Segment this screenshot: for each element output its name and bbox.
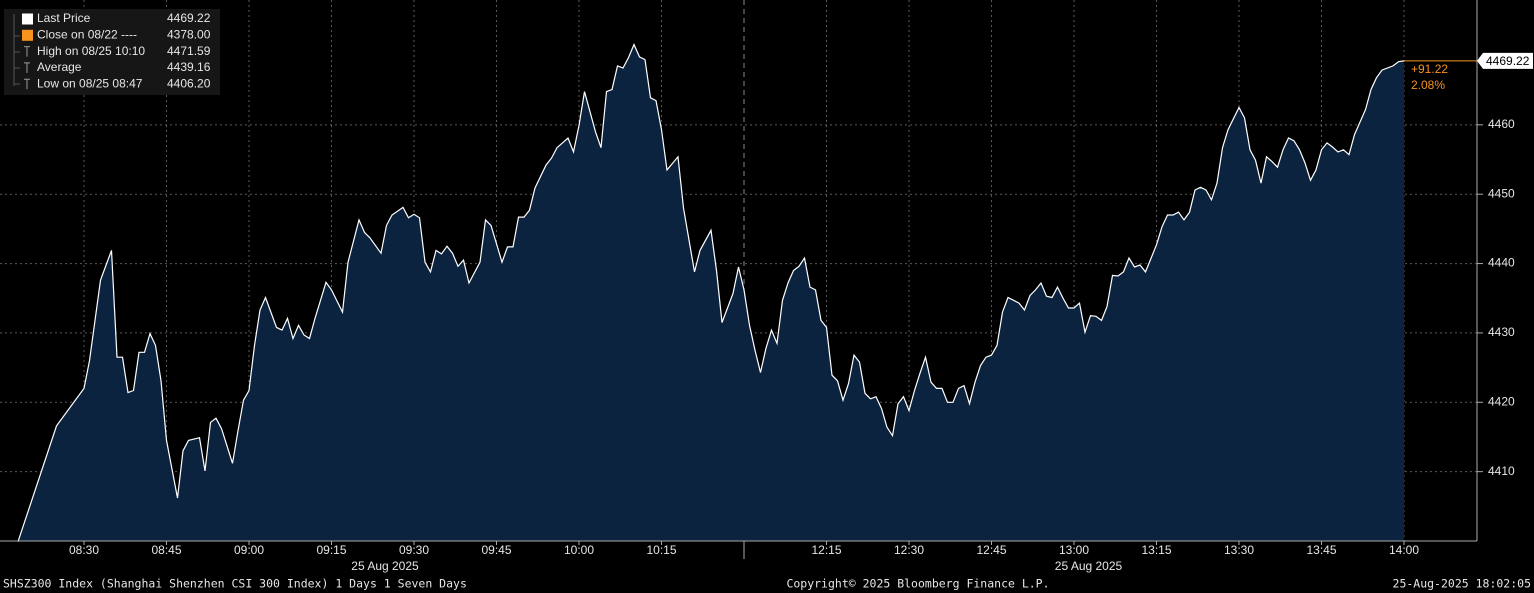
x-tick-label: 10:00 <box>564 543 594 557</box>
legend-swatch <box>22 29 33 41</box>
x-tick-label: 13:30 <box>1224 543 1254 557</box>
footer-left: SHSZ300 Index (Shanghai Shenzhen CSI 300… <box>3 577 467 591</box>
x-tick-label: 08:45 <box>151 543 181 557</box>
legend: Last Price 4469.22 Close on 08/22 ---- 4378… <box>4 9 220 95</box>
x-tick-label: 08:30 <box>69 543 99 557</box>
x-tick-label: 13:00 <box>1059 543 1089 557</box>
legend-label: Average <box>37 60 82 74</box>
legend-label: Last Price <box>37 11 91 25</box>
change-label: +91.22 <box>1411 62 1448 76</box>
legend-swatch <box>22 13 33 25</box>
plot <box>17 42 1477 542</box>
x-tick-label: 09:15 <box>316 543 346 557</box>
last-price-tag <box>1477 52 1533 69</box>
y-tick-label: 4430 <box>1488 325 1515 339</box>
legend-tree <box>13 14 20 86</box>
price-line <box>17 42 1405 542</box>
area-fill <box>18 44 1404 542</box>
x-tick-label: 09:45 <box>481 543 511 557</box>
legend-box <box>4 9 220 95</box>
x-tick-label: 13:45 <box>1306 543 1336 557</box>
legend-label: Close on 08/22 ---- <box>37 27 137 41</box>
legend-value: 4471.59 <box>167 44 211 58</box>
x-tick-label: 09:30 <box>399 543 429 557</box>
x-tick-label: 14:00 <box>1389 543 1419 557</box>
x-tick-label: 12:45 <box>976 543 1006 557</box>
y-tick-label: 4410 <box>1488 464 1515 478</box>
date-label: 25 Aug 2025 <box>351 559 419 573</box>
footer-center: Copyright© 2025 Bloomberg Finance L.P. <box>786 577 1049 591</box>
y-tick-label: 4420 <box>1488 394 1515 408</box>
legend-value: 4378.00 <box>167 27 211 41</box>
x-tick-label: 09:00 <box>234 543 264 557</box>
footer-right: 25-Aug-2025 18:02:05 <box>1393 577 1531 591</box>
axes: 4410 4420 4430 4440 4450 4460 08:30 08:45 09:00 0… <box>0 0 1533 573</box>
x-tick-label: 10:15 <box>646 543 676 557</box>
legend-value: 4439.16 <box>167 60 211 74</box>
legend-icon <box>24 62 30 73</box>
y-tick-label: 4450 <box>1488 186 1515 200</box>
x-tick-label: 12:15 <box>811 543 841 557</box>
y-tick-label: 4460 <box>1488 117 1515 131</box>
legend-label: High on 08/25 10:10 <box>37 44 145 58</box>
date-label: 25 Aug 2025 <box>1055 559 1123 573</box>
y-tick-label: 4440 <box>1488 256 1515 270</box>
last-price-tag-label: 4469.22 <box>1486 54 1530 68</box>
legend-label: Low on 08/25 08:47 <box>37 76 143 90</box>
x-tick-label: 12:30 <box>894 543 924 557</box>
legend-icon <box>24 78 30 90</box>
change-pct-label: 2.08% <box>1411 78 1445 92</box>
legend-icon <box>24 46 30 57</box>
legend-value: 4406.20 <box>167 76 211 90</box>
x-tick-label: 13:15 <box>1141 543 1171 557</box>
legend-value: 4469.22 <box>167 11 211 25</box>
